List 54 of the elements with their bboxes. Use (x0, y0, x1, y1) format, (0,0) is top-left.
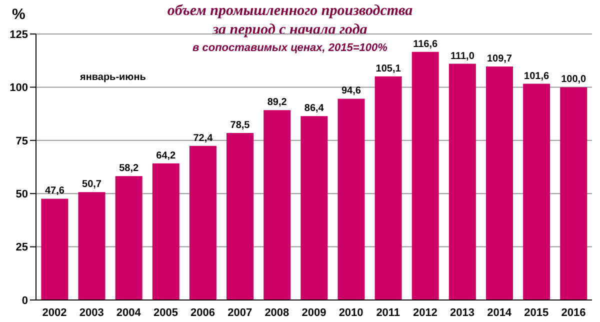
annotation: январь-июнь (80, 72, 146, 83)
data-label: 105,1 (376, 63, 402, 74)
x-tick-label: 2005 (153, 306, 178, 319)
bar (486, 66, 513, 300)
y-axis-title: % (12, 6, 26, 23)
x-tick-label: 2003 (79, 306, 104, 319)
bar (115, 176, 142, 300)
bar (523, 84, 550, 300)
y-tick-label: 50 (16, 188, 28, 201)
bar (152, 163, 180, 300)
bar (78, 192, 106, 300)
data-label: 64,2 (156, 150, 176, 162)
x-tick-label: 2004 (116, 306, 142, 319)
bar (412, 52, 439, 300)
x-tick-label: 2006 (190, 306, 216, 319)
x-tick-label: 2012 (412, 306, 438, 319)
data-label: 100,0 (561, 74, 587, 86)
data-label: 78,5 (230, 120, 250, 131)
data-label: 89,2 (267, 97, 288, 108)
x-tick-label: 2016 (561, 306, 586, 319)
bar (300, 116, 328, 300)
data-label: 101,6 (524, 70, 550, 82)
y-tick-label: 100 (10, 82, 28, 94)
bar (374, 76, 402, 300)
bar (264, 110, 291, 300)
data-label: 109,7 (486, 54, 512, 65)
x-tick-label: 2002 (42, 306, 67, 319)
y-tick-label: 25 (16, 242, 28, 254)
bar (338, 98, 365, 300)
data-label: 47,6 (44, 186, 65, 197)
data-label: 72,4 (193, 132, 214, 144)
bar (448, 64, 476, 300)
y-tick-label: 125 (10, 28, 28, 41)
x-tick-label: 2007 (228, 306, 252, 319)
x-tick-label: 2014 (487, 306, 512, 319)
bar (226, 132, 254, 300)
bar (560, 87, 588, 300)
bar (41, 198, 68, 300)
x-tick-label: 2009 (302, 306, 326, 319)
data-label: 94,6 (341, 86, 362, 97)
data-label: 58,2 (119, 163, 139, 174)
x-tick-label: 2011 (376, 306, 400, 319)
data-label: 111,0 (450, 50, 475, 62)
data-label: 116,6 (413, 38, 438, 50)
data-label: 86,4 (304, 103, 324, 114)
y-tick-label: 75 (16, 135, 28, 148)
x-tick-label: 2015 (524, 306, 549, 319)
x-tick-label: 2010 (338, 306, 364, 319)
data-label: 50,7 (82, 179, 102, 190)
y-tick-label: 0 (22, 294, 28, 307)
bar (189, 146, 216, 300)
text: в сопоставимых ценах, 2015=100% (192, 42, 388, 54)
x-tick-label: 2013 (450, 306, 475, 319)
x-tick-label: 2008 (264, 306, 290, 319)
